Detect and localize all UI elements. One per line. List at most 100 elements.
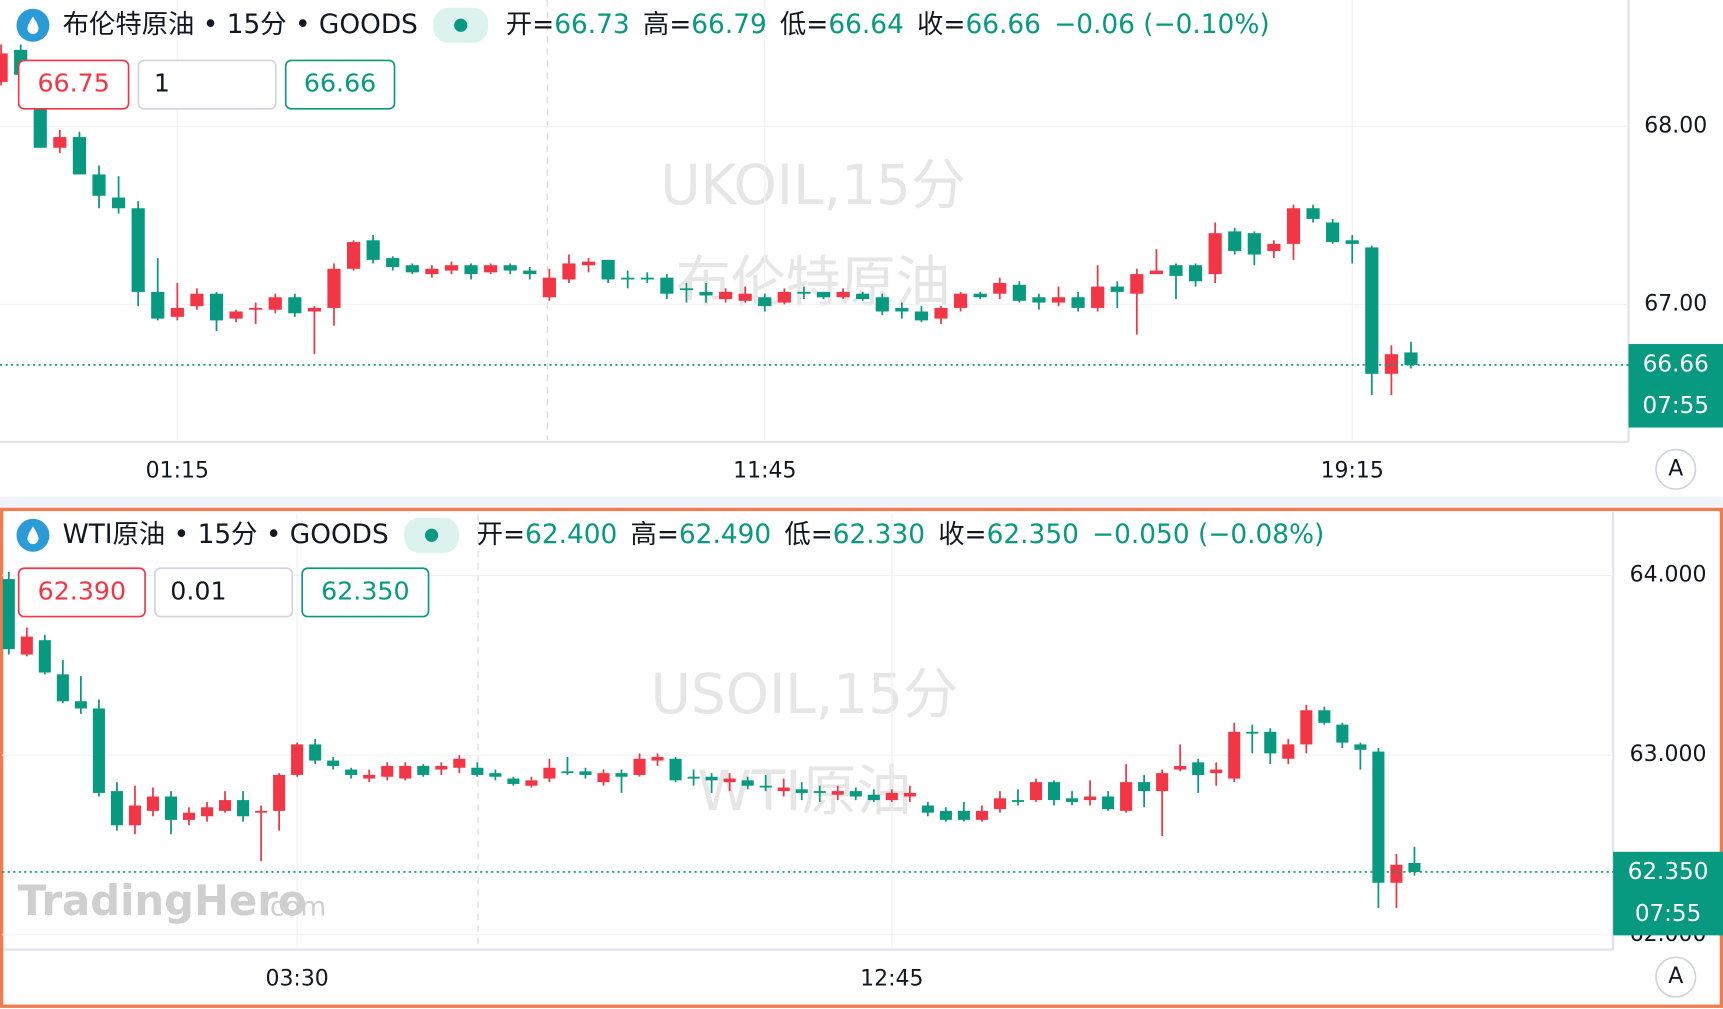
candle-body: [1012, 284, 1026, 301]
change: −0.06 (−0.10%): [1054, 10, 1270, 40]
candle-body: [200, 807, 214, 817]
candle-body: [1091, 286, 1105, 308]
candle-body: [1326, 222, 1340, 243]
order-box-label[interactable]: 66.75: [37, 69, 109, 98]
candle-body: [615, 773, 628, 777]
order-box[interactable]: [154, 567, 294, 618]
candle-body: [1188, 265, 1203, 282]
x-tick-label: 11:45: [733, 459, 796, 484]
candle-body: [885, 792, 898, 801]
order-box[interactable]: [284, 59, 396, 110]
candle-body: [705, 776, 718, 781]
candle-body: [151, 291, 165, 319]
candle-body: [268, 297, 282, 310]
candle-body: [797, 291, 811, 294]
legend-value: 66.73: [554, 10, 629, 40]
legend-value: 62.490: [679, 520, 771, 550]
candle-body: [381, 765, 394, 777]
candle-body: [741, 780, 754, 786]
candle-body: [581, 261, 596, 266]
candle-body: [1354, 744, 1367, 750]
candle-body: [366, 240, 380, 260]
candle-body: [914, 311, 929, 321]
candle-body: [146, 796, 160, 811]
candle-body: [1384, 354, 1398, 374]
candle-body: [1110, 286, 1124, 292]
candle-body: [1228, 231, 1242, 251]
candle-body: [1282, 744, 1295, 759]
order-box-label[interactable]: 62.350: [321, 576, 409, 605]
candle-body: [954, 293, 968, 308]
candle-body: [993, 798, 1006, 810]
candle-body: [777, 291, 791, 303]
candle-body: [1404, 352, 1418, 365]
candle-body: [687, 776, 700, 779]
candle-body: [1345, 240, 1359, 244]
candle-body: [435, 765, 448, 770]
candle-body: [795, 789, 808, 793]
candle-body: [957, 810, 970, 820]
candle-body: [503, 265, 517, 271]
status-dot: [424, 528, 439, 542]
candle-body: [719, 291, 733, 300]
order-box[interactable]: [301, 567, 430, 618]
watermark: 布伦特原油: [676, 250, 951, 314]
candle-body: [1169, 265, 1183, 276]
order-box[interactable]: [17, 59, 130, 110]
candle-body: [1246, 731, 1259, 734]
candle-body: [255, 810, 268, 813]
candle-body: [489, 773, 502, 777]
candle-body: [0, 53, 8, 82]
candle-body: [816, 291, 831, 298]
candle-body: [237, 800, 250, 817]
scale-button-label[interactable]: A: [1668, 456, 1683, 481]
candle-body: [831, 791, 844, 795]
candle-body: [903, 792, 916, 797]
order-box[interactable]: [137, 59, 277, 110]
candle-body: [1267, 243, 1281, 251]
symbol-icon-drop: [27, 16, 39, 35]
candle-body: [38, 640, 51, 673]
panel-gap: [0, 496, 1723, 509]
candle-body: [471, 767, 484, 775]
candle-body: [1336, 724, 1349, 743]
candle-body: [1264, 731, 1277, 754]
order-box-label[interactable]: 62.390: [38, 576, 126, 605]
candle-body: [72, 137, 87, 175]
price-tag: [1628, 344, 1723, 428]
scale-button-label[interactable]: A: [1668, 964, 1683, 989]
candle-body: [633, 758, 646, 775]
candle-body: [110, 791, 123, 826]
legend-key: 收=: [917, 10, 965, 40]
price-tag-label: 66.66: [1643, 351, 1709, 377]
legend-key: 收=: [938, 520, 986, 550]
order-box-label[interactable]: 0.01: [170, 576, 226, 605]
candle-body: [921, 805, 934, 813]
candle-body: [660, 277, 674, 294]
candle-body: [507, 778, 520, 784]
order-box-label[interactable]: 1: [154, 69, 170, 98]
order-box[interactable]: [17, 567, 146, 618]
scale-button[interactable]: [1655, 956, 1697, 998]
candle-body: [875, 297, 889, 312]
legend-value: 66.64: [828, 10, 903, 40]
scale-button[interactable]: [1655, 448, 1697, 490]
legend-key: 开=: [506, 10, 554, 40]
candle-body: [601, 259, 615, 280]
candle-body: [1084, 796, 1097, 801]
candle-body: [542, 277, 556, 298]
legend-key: 低=: [784, 520, 832, 550]
candle-body: [288, 297, 302, 314]
countdown: 07:55: [1635, 901, 1701, 927]
candle-body: [417, 765, 430, 775]
x-tick-label: 12:45: [860, 966, 923, 991]
legend-value: 66.66: [965, 10, 1040, 40]
candle-body: [1286, 208, 1301, 244]
order-box-label[interactable]: 66.66: [304, 69, 376, 98]
candle-body: [939, 810, 952, 820]
y-tick-label: 67.00: [1644, 291, 1707, 316]
candle-body: [973, 293, 987, 298]
candle-body: [363, 774, 376, 779]
candle-body: [867, 794, 880, 801]
candle-body: [399, 765, 412, 779]
